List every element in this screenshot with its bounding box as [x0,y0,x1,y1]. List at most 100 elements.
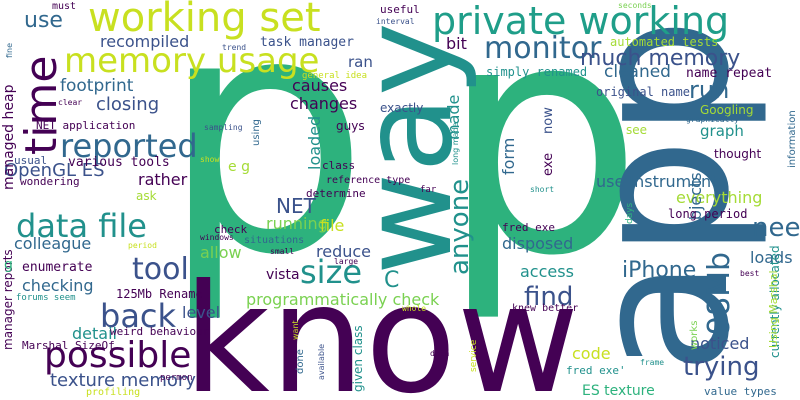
word: anyone [445,178,475,275]
word: file [320,216,345,235]
word: managed heap [1,84,17,190]
word: C [384,268,400,293]
word: cleaned [604,62,671,82]
word: e g [228,159,250,175]
word: colleague [14,234,92,253]
word: short [530,185,555,194]
word: using [251,118,262,146]
word: p [440,0,644,326]
word: p [160,0,370,327]
word: use [24,8,63,33]
word: interval [376,17,415,26]
word: clear [58,98,83,107]
word: forums seem [16,293,76,303]
word: see [626,123,648,137]
word: use Instruments [596,172,726,191]
word: find [524,282,574,312]
word: noticed [690,334,750,353]
word: vista [266,267,300,283]
word: whole [402,304,427,313]
word: monitor [484,31,602,66]
word: NET application [36,119,136,132]
word: allow [200,243,242,262]
word: original name [596,85,690,99]
word: form [499,137,518,175]
word: information [787,110,798,168]
word: usual [14,154,48,167]
word: code [572,344,611,363]
word: general idea [302,71,368,81]
word: days [625,202,635,224]
word: loaded [305,115,324,170]
word: detail [72,324,117,343]
word: enumerate [22,260,93,275]
word: data file [16,207,147,245]
word: programmatically check [246,290,440,309]
word: know [183,253,580,400]
word: texture memory [50,370,196,391]
word: private working [432,0,730,43]
word: profiling [86,387,141,398]
word: trend [222,43,247,52]
word: OpenGL ES [4,160,105,181]
word: footprint [60,76,134,96]
word: value types [704,385,777,398]
word: task manager [260,35,354,50]
word: weird behaviour [110,325,210,338]
word: objects [686,172,705,230]
word: reference type [326,175,411,186]
word: Using Marshal [767,270,780,348]
word: long made [451,122,460,165]
word: causes [292,76,348,95]
word: thought [714,147,762,161]
word: tool [132,252,189,287]
word: reduce [316,242,372,261]
word: running [266,214,328,233]
word: closing [96,94,160,115]
word: loads [750,248,793,267]
word: rather [138,170,188,189]
word: much memory [580,46,741,71]
word: possible [44,335,192,376]
word: large [334,257,359,266]
word: NET [276,194,316,218]
word: simply renamed [486,65,588,79]
word: 125Mb Rename [116,287,203,301]
word: various tools [68,155,170,170]
word: ES texture [582,383,655,399]
word: permon [160,373,193,383]
word: long period [668,207,748,221]
word: name repeat [686,66,773,81]
word: bit [446,34,467,53]
word: far [420,185,437,195]
word: done [295,349,306,374]
word: now [541,107,556,134]
word: automated tests [610,35,719,49]
word: reported [60,127,198,165]
word: fred exe [502,221,555,234]
word: g [4,257,13,273]
word: given class [351,325,365,392]
word: changes [290,94,358,113]
word: exactly [380,101,424,115]
word: access [520,262,574,281]
word: working set [88,0,321,41]
word: seconds [618,1,652,10]
word: works [689,320,700,350]
word: need [752,213,800,243]
word: show [200,155,220,164]
word: run [689,76,730,104]
word: fred exe' [566,364,626,377]
word: determine [306,187,366,200]
word: back [100,297,177,335]
word: exe [541,152,556,176]
word: ran [348,53,373,71]
word: must [52,1,77,12]
word: fine [5,42,14,58]
word: disposed [502,234,574,253]
word: sampling [204,123,243,132]
word: situations [244,235,305,246]
word: checking [22,276,94,295]
word: trying [683,352,760,382]
